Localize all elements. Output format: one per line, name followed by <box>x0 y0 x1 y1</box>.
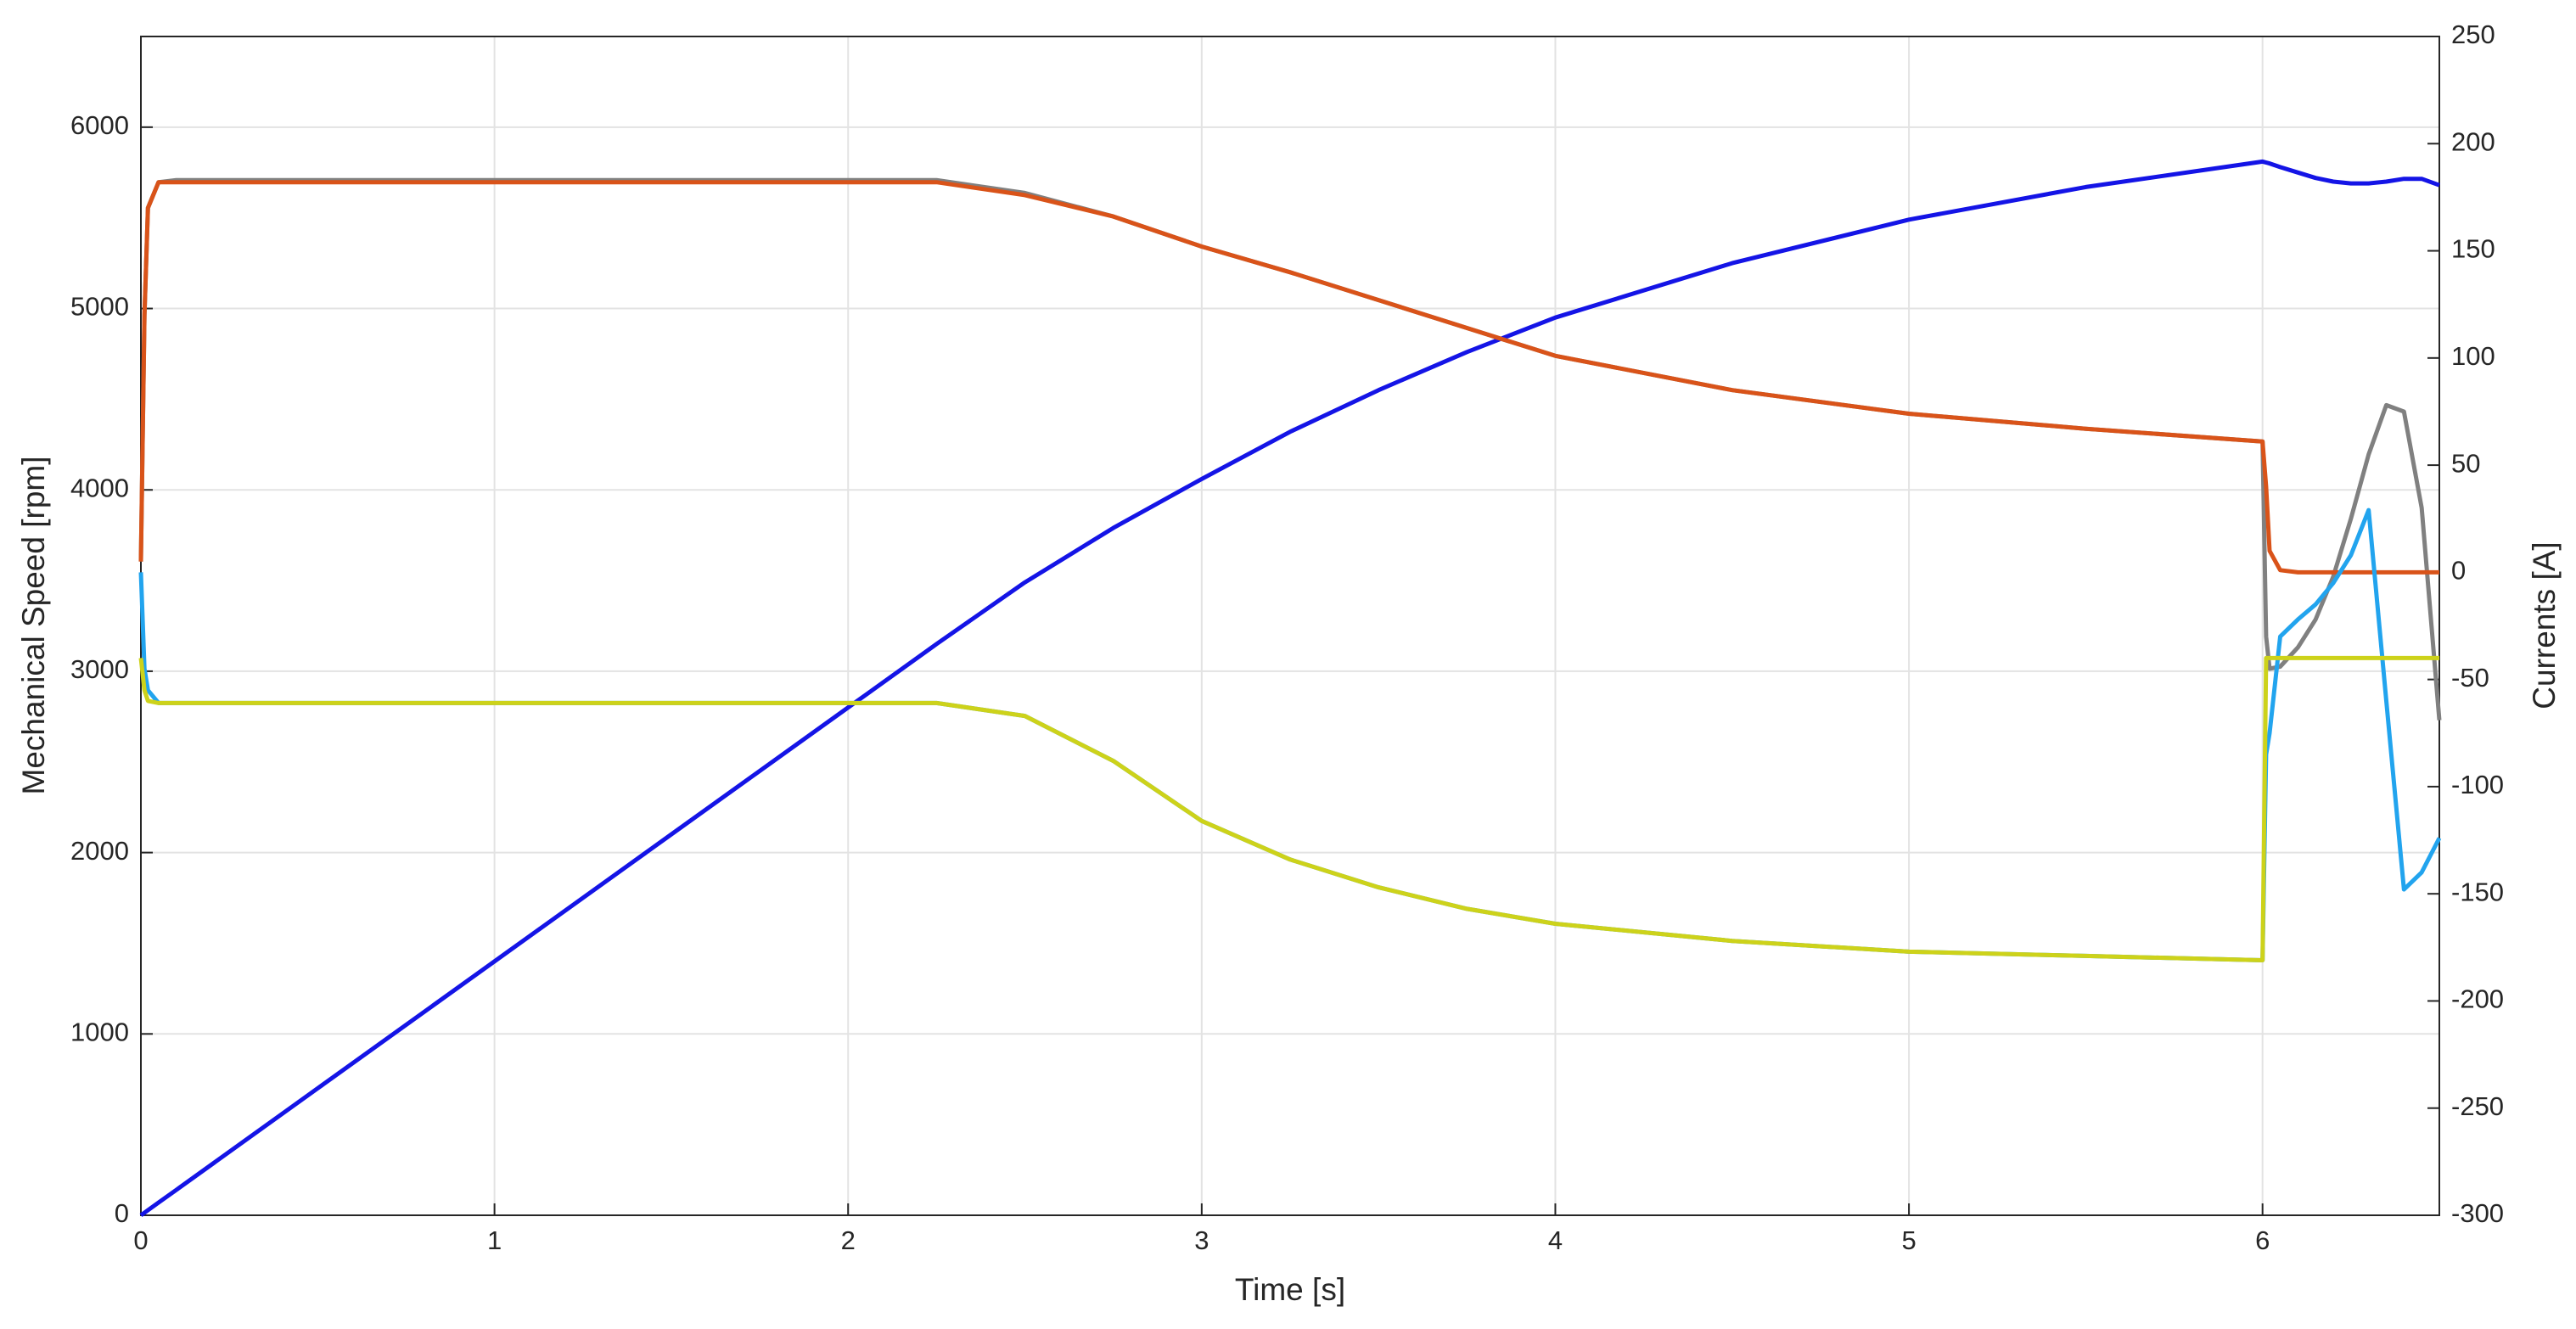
y-axis-label: Mechanical Speed [rpm] <box>16 457 51 795</box>
y-tick-label: 0 <box>115 1198 129 1228</box>
x-tick-label: 4 <box>1548 1225 1563 1255</box>
y-tick-label: 6000 <box>70 110 129 140</box>
x-tick-label: 5 <box>1901 1225 1916 1255</box>
y-tick-label: 5000 <box>70 292 129 322</box>
y2-tick-label: 100 <box>2451 341 2495 371</box>
y2-tick-label: 0 <box>2451 556 2466 586</box>
y2-tick-label: 200 <box>2451 126 2495 156</box>
y-tick-label: 2000 <box>70 836 129 866</box>
y2-tick-label: 250 <box>2451 20 2495 49</box>
y-tick-label: 3000 <box>70 654 129 684</box>
y2-tick-label: -200 <box>2451 984 2504 1014</box>
y2-tick-label: -100 <box>2451 770 2504 799</box>
y-tick-label: 1000 <box>70 1017 129 1046</box>
y2-tick-label: 50 <box>2451 448 2480 478</box>
x-axis-label: Time [s] <box>1235 1272 1345 1307</box>
data-line <box>138 180 2439 575</box>
x-tick-label: 3 <box>1194 1225 1209 1255</box>
data-line <box>138 655 2439 962</box>
y2-tick-label: -250 <box>2451 1091 2504 1121</box>
y2-axis-label: Currents [A] <box>2527 541 2562 709</box>
x-tick-label: 1 <box>487 1225 502 1255</box>
y-tick-label: 4000 <box>70 473 129 502</box>
y2-tick-label: -150 <box>2451 877 2504 906</box>
y2-tick-label: -50 <box>2451 663 2489 693</box>
data-line <box>139 159 2440 1218</box>
x-tick-label: 0 <box>133 1225 148 1255</box>
x-tick-label: 2 <box>841 1225 856 1255</box>
x-tick-label: 6 <box>2255 1225 2270 1255</box>
y2-tick-label: -300 <box>2451 1198 2504 1228</box>
y2-tick-label: 150 <box>2451 234 2495 264</box>
